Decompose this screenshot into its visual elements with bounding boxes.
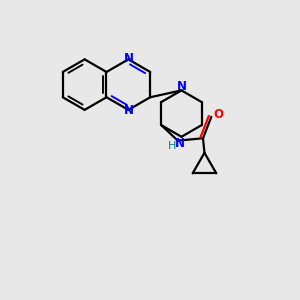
Text: N: N [124, 52, 134, 65]
Text: N: N [175, 136, 185, 149]
Text: H: H [168, 141, 177, 151]
Text: N: N [176, 80, 187, 93]
Text: N: N [124, 104, 134, 117]
Text: O: O [214, 108, 224, 121]
